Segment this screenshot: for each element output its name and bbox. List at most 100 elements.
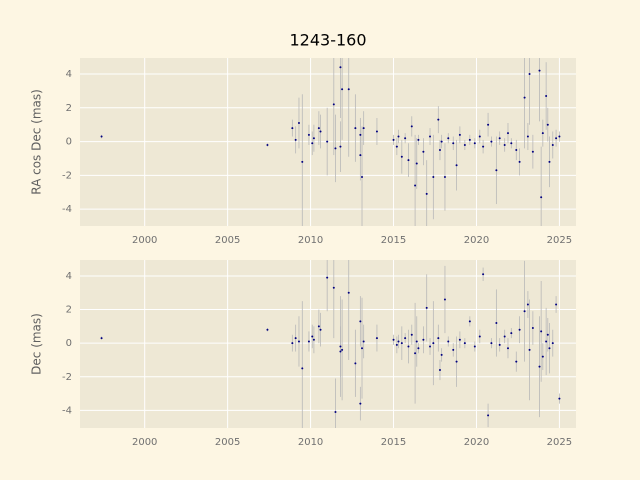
data-point	[452, 142, 455, 145]
data-point	[332, 103, 335, 106]
data-point	[487, 414, 490, 417]
data-point	[375, 130, 378, 133]
y-tick-label: -2	[62, 372, 72, 383]
x-tick-label: 2025	[547, 437, 572, 448]
data-point	[440, 353, 443, 356]
data-point	[410, 333, 413, 336]
data-point	[555, 137, 558, 140]
data-point	[482, 273, 485, 276]
data-point	[317, 127, 320, 130]
data-point	[473, 142, 476, 145]
data-point	[455, 164, 458, 167]
data-point	[392, 138, 395, 141]
data-point	[307, 340, 310, 343]
data-point	[359, 402, 362, 405]
x-tick-label: 2015	[381, 437, 406, 448]
data-point	[523, 96, 526, 99]
data-point	[541, 132, 544, 135]
data-point	[487, 123, 490, 126]
data-point	[518, 160, 521, 163]
data-point	[558, 397, 561, 400]
data-point	[341, 348, 344, 351]
data-point	[468, 138, 471, 141]
data-point	[458, 338, 461, 341]
data-point	[375, 337, 378, 340]
y-tick-label: -4	[62, 405, 72, 416]
data-point	[478, 135, 481, 138]
data-point	[359, 133, 362, 136]
data-point	[362, 127, 365, 130]
data-point	[463, 342, 466, 345]
data-point	[506, 347, 509, 350]
y-axis-label: Dec (mas)	[30, 313, 44, 375]
y-tick-label: -2	[62, 170, 72, 181]
data-point	[538, 365, 541, 368]
data-point	[311, 142, 314, 145]
data-point	[528, 73, 531, 76]
y-tick-label: 2	[66, 103, 72, 114]
axes: 2000 2005 2010 2015 2020 2025 -4 -2 0 2 4 Dec (mas)	[30, 260, 576, 448]
data-point	[531, 150, 534, 153]
data-point	[510, 332, 513, 335]
data-point	[326, 140, 329, 143]
data-point	[558, 135, 561, 138]
data-point	[404, 137, 407, 140]
data-point	[432, 342, 435, 345]
data-point	[301, 367, 304, 370]
data-point	[415, 162, 418, 165]
data-point	[341, 88, 344, 91]
x-tick-label: 2025	[547, 235, 572, 246]
data-point	[392, 338, 395, 341]
data-point	[440, 140, 443, 143]
data-point	[354, 127, 357, 130]
x-tick-label: 2020	[464, 235, 489, 246]
data-point	[443, 298, 446, 301]
data-point	[526, 303, 529, 306]
data-point	[326, 276, 329, 279]
data-point	[540, 196, 543, 199]
data-point	[443, 176, 446, 179]
data-point	[425, 192, 428, 195]
data-point	[311, 335, 314, 338]
data-point	[555, 303, 558, 306]
data-point	[503, 335, 506, 338]
data-point	[495, 322, 498, 324]
y-tick-label: 2	[66, 305, 72, 316]
data-point	[395, 145, 398, 148]
data-point	[359, 320, 362, 323]
data-point	[458, 133, 461, 136]
data-point	[294, 138, 297, 141]
data-point	[540, 330, 543, 333]
data-point	[437, 337, 440, 340]
data-point	[400, 155, 403, 158]
data-point	[478, 335, 481, 338]
data-point	[339, 66, 342, 69]
y-axis-label: RA cos Dec (mas)	[30, 89, 44, 195]
data-point	[410, 125, 413, 128]
data-point	[546, 333, 549, 336]
data-point	[301, 160, 304, 163]
data-point	[490, 140, 493, 143]
data-point	[312, 137, 315, 140]
data-point	[447, 137, 450, 140]
data-point	[437, 118, 440, 121]
x-tick-label: 2000	[132, 235, 157, 246]
x-tick-label: 2005	[215, 235, 240, 246]
data-point	[417, 138, 420, 141]
y-tick-label: 4	[66, 271, 72, 282]
data-point	[312, 338, 315, 341]
data-point	[407, 345, 410, 348]
data-point	[429, 345, 432, 348]
data-point	[319, 130, 322, 133]
x-tick-label: 2015	[381, 235, 406, 246]
data-point	[482, 145, 485, 148]
data-point	[361, 176, 364, 179]
data-point	[546, 123, 549, 126]
y-tick-label: -4	[62, 204, 72, 215]
data-point	[455, 360, 458, 363]
data-point	[551, 342, 554, 345]
data-point	[429, 135, 432, 138]
data-point	[347, 88, 350, 91]
data-point	[395, 343, 398, 346]
